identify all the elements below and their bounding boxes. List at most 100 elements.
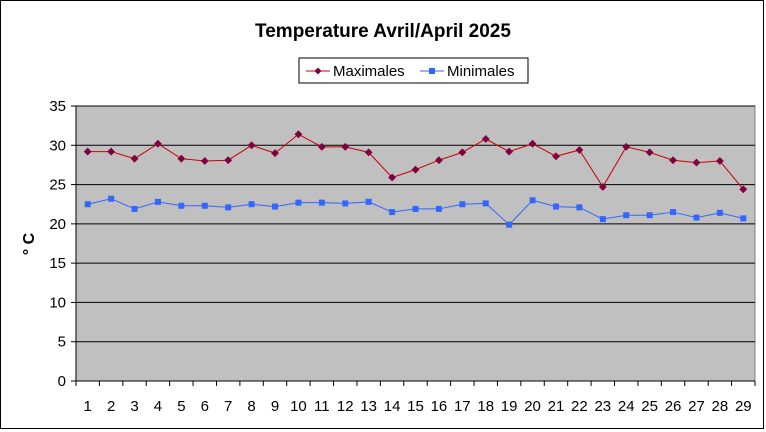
point-minimales-20 bbox=[529, 197, 536, 204]
point-maximales-5 bbox=[177, 154, 186, 163]
x-tick-label-23: 23 bbox=[594, 398, 611, 415]
gridlines bbox=[76, 105, 755, 343]
point-minimales-21 bbox=[552, 203, 559, 210]
point-minimales-27 bbox=[693, 214, 700, 221]
x-tick-label-24: 24 bbox=[618, 398, 635, 415]
y-tick-label-5: 5 bbox=[58, 334, 66, 351]
point-maximales-15 bbox=[411, 165, 420, 174]
y-tick-label-35: 35 bbox=[49, 98, 66, 115]
legend-marker-minimales bbox=[429, 68, 435, 74]
legend-marker-maximales bbox=[314, 67, 322, 75]
x-tick-label-17: 17 bbox=[454, 398, 471, 415]
point-minimales-14 bbox=[389, 209, 396, 216]
y-tick-label-30: 30 bbox=[49, 137, 66, 154]
x-tick-label-29: 29 bbox=[735, 398, 752, 415]
y-tick-labels: 0 5 10 15 20 25 30 35 bbox=[49, 98, 76, 390]
point-minimales-7 bbox=[225, 204, 232, 211]
point-minimales-17 bbox=[459, 201, 466, 208]
point-maximales-18 bbox=[481, 135, 490, 143]
point-minimales-5 bbox=[178, 202, 185, 209]
x-tick-label-13: 13 bbox=[360, 398, 377, 415]
legend-box bbox=[298, 57, 529, 84]
point-maximales-13 bbox=[364, 148, 373, 157]
point-maximales-28 bbox=[715, 157, 724, 165]
point-maximales-23 bbox=[598, 183, 607, 191]
y-tick-label-0: 0 bbox=[58, 373, 66, 390]
point-minimales-24 bbox=[623, 212, 630, 219]
x-tick-label-28: 28 bbox=[712, 398, 729, 415]
point-maximales-6 bbox=[200, 157, 209, 165]
y-tick-label-15: 15 bbox=[49, 255, 66, 272]
x-tick-label-1: 1 bbox=[84, 398, 92, 415]
point-minimales-4 bbox=[154, 198, 161, 205]
x-tick-label-10: 10 bbox=[290, 398, 307, 415]
point-maximales-10 bbox=[294, 130, 303, 139]
point-maximales-20 bbox=[528, 139, 537, 148]
point-minimales-22 bbox=[576, 204, 583, 211]
point-minimales-2 bbox=[108, 195, 115, 202]
point-maximales-8 bbox=[247, 141, 256, 150]
x-tick-label-4: 4 bbox=[154, 398, 162, 415]
point-minimales-13 bbox=[365, 198, 372, 205]
point-minimales-15 bbox=[412, 205, 419, 212]
point-maximales-3 bbox=[130, 154, 139, 163]
point-minimales-10 bbox=[295, 199, 302, 206]
legend: Maximales Minimales bbox=[298, 57, 529, 84]
point-minimales-29 bbox=[740, 215, 747, 222]
point-minimales-9 bbox=[272, 203, 279, 210]
x-tick-label-5: 5 bbox=[177, 398, 185, 415]
point-minimales-8 bbox=[248, 201, 255, 208]
point-maximales-29 bbox=[739, 185, 748, 194]
point-maximales-24 bbox=[622, 142, 631, 151]
point-minimales-11 bbox=[318, 199, 325, 206]
y-tick-label-25: 25 bbox=[49, 177, 66, 194]
point-maximales-14 bbox=[388, 173, 397, 182]
point-minimales-16 bbox=[435, 205, 442, 212]
point-minimales-26 bbox=[670, 209, 677, 216]
point-maximales-9 bbox=[271, 149, 279, 158]
chart-title: Temperature Avril/April 2025 bbox=[255, 21, 511, 42]
series-maximales bbox=[83, 130, 748, 194]
point-maximales-7 bbox=[224, 156, 233, 165]
point-maximales-2 bbox=[107, 147, 116, 156]
x-tick-labels: 1 2 3 4 5 6 7 8 9 10 11 12 13 14 15 16 17 18 19 20 21 22 23 24 2… bbox=[75, 381, 756, 415]
point-minimales-1 bbox=[84, 201, 91, 208]
series-minimales bbox=[84, 195, 747, 228]
x-tick-label-20: 20 bbox=[524, 398, 541, 415]
point-minimales-19 bbox=[506, 221, 513, 228]
x-tick-label-14: 14 bbox=[384, 398, 401, 415]
x-tick-label-22: 22 bbox=[571, 398, 588, 415]
x-tick-label-6: 6 bbox=[201, 398, 209, 415]
point-minimales-12 bbox=[342, 200, 349, 207]
point-minimales-18 bbox=[482, 200, 489, 207]
point-maximales-16 bbox=[434, 156, 443, 165]
x-tick-label-21: 21 bbox=[548, 398, 565, 415]
point-maximales-1 bbox=[83, 147, 92, 156]
point-maximales-4 bbox=[154, 139, 162, 148]
x-tick-label-2: 2 bbox=[107, 398, 115, 415]
point-maximales-19 bbox=[505, 147, 514, 156]
point-maximales-12 bbox=[341, 142, 350, 151]
point-maximales-17 bbox=[458, 148, 467, 157]
axes bbox=[75, 106, 755, 382]
point-minimales-3 bbox=[131, 205, 138, 212]
x-tick-label-25: 25 bbox=[641, 398, 658, 415]
point-maximales-25 bbox=[645, 148, 654, 157]
x-tick-label-16: 16 bbox=[431, 398, 448, 415]
x-tick-label-19: 19 bbox=[501, 398, 518, 415]
x-tick-label-27: 27 bbox=[688, 398, 705, 415]
x-tick-label-15: 15 bbox=[407, 398, 424, 415]
point-maximales-26 bbox=[669, 156, 677, 165]
legend-label-minimales: Minimales bbox=[447, 63, 515, 80]
x-tick-label-9: 9 bbox=[271, 398, 279, 415]
y-tick-label-10: 10 bbox=[49, 294, 66, 311]
point-maximales-27 bbox=[692, 158, 701, 167]
x-tick-label-11: 11 bbox=[314, 398, 330, 415]
x-tick-label-7: 7 bbox=[224, 398, 232, 415]
legend-label-maximales: Maximales bbox=[333, 63, 405, 80]
x-tick-label-26: 26 bbox=[665, 398, 682, 415]
point-minimales-25 bbox=[646, 212, 653, 219]
point-minimales-28 bbox=[716, 209, 723, 216]
y-axis-label: ° C bbox=[21, 232, 38, 255]
